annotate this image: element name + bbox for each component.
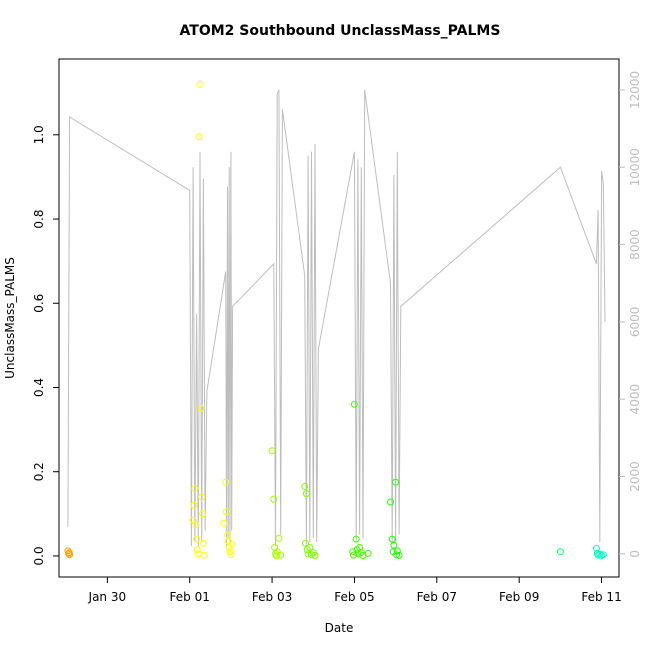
- data-point: [270, 495, 278, 503]
- data-point: [220, 519, 228, 527]
- data-point: [275, 534, 283, 542]
- data-point: [199, 539, 207, 547]
- data-point: [196, 80, 204, 88]
- chart-title: ATOM2 Southbound UnclassMass_PALMS: [180, 23, 501, 39]
- data-point: [66, 551, 74, 559]
- data-point: [392, 478, 400, 486]
- right-tick-label: 12000: [628, 71, 642, 109]
- point-layer: [64, 80, 607, 560]
- data-point: [364, 549, 372, 557]
- x-tick-label: Jan 30: [88, 590, 127, 604]
- data-point: [199, 510, 207, 518]
- data-point: [311, 552, 319, 559]
- right-tick-label: 4000: [628, 384, 642, 415]
- altitude-line: [67, 89, 606, 547]
- y-tick-label: 0.2: [32, 462, 46, 481]
- data-point: [393, 547, 401, 555]
- data-point: [190, 501, 198, 509]
- y-tick-label: 1.0: [32, 125, 46, 144]
- plot-frame: [58, 58, 620, 578]
- data-point: [193, 535, 201, 543]
- data-point: [268, 447, 276, 455]
- x-tick-label: Feb 01: [170, 590, 210, 604]
- y-tick-label: 0.0: [32, 546, 46, 565]
- right-tick-label: 6000: [628, 307, 642, 338]
- right-tick-label: 2000: [628, 461, 642, 492]
- data-point: [395, 552, 403, 559]
- right-tick-label: 0: [628, 550, 642, 558]
- data-point: [308, 551, 315, 559]
- y-tick-label: 0.4: [32, 378, 46, 397]
- data-point: [599, 551, 607, 559]
- data-point: [64, 547, 72, 555]
- data-point: [596, 550, 604, 558]
- x-tick-label: Feb 09: [499, 590, 539, 604]
- x-axis-label: Date: [325, 621, 354, 635]
- data-point: [350, 551, 358, 559]
- y-tick-label: 0.8: [32, 209, 46, 228]
- data-point: [200, 551, 208, 559]
- data-point: [193, 546, 201, 554]
- data-point: [197, 405, 205, 412]
- data-point: [198, 493, 206, 501]
- altitude-line-layer: [67, 89, 606, 547]
- data-point: [388, 535, 396, 543]
- data-point: [192, 520, 200, 528]
- data-point: [352, 535, 360, 543]
- x-tick-label: Feb 07: [417, 590, 457, 604]
- data-point: [556, 548, 564, 556]
- right-tick-label: 8000: [628, 229, 642, 260]
- x-tick-label: Feb 05: [334, 590, 374, 604]
- data-point: [277, 551, 285, 559]
- y-axis: 0.0 0.2 0.4 0.6 0.8 1.0: [32, 125, 59, 565]
- data-point: [191, 485, 199, 493]
- x-axis: Jan 30 Feb 01 Feb 03 Feb 05 Feb 07 Feb 09 Feb …: [88, 577, 622, 604]
- data-point: [272, 552, 280, 560]
- data-point: [222, 478, 230, 486]
- data-point: [227, 551, 235, 559]
- y-axis-label: UnclassMass_PALMS: [3, 257, 17, 379]
- data-point: [592, 544, 600, 552]
- data-point: [390, 541, 398, 549]
- data-point: [350, 400, 358, 408]
- data-point: [302, 539, 309, 547]
- data-point: [387, 498, 394, 506]
- right-axis: 0 2000 4000 6000 8000 10000 12000: [619, 71, 642, 558]
- data-point: [228, 540, 236, 548]
- right-tick-label: 10000: [628, 148, 642, 186]
- data-point: [301, 483, 309, 490]
- y-tick-label: 0.6: [32, 294, 46, 313]
- x-tick-label: Feb 03: [252, 590, 292, 604]
- data-point: [194, 550, 202, 558]
- data-point: [195, 133, 203, 141]
- data-point: [304, 550, 312, 558]
- data-point: [302, 490, 310, 498]
- data-point: [226, 548, 234, 556]
- x-tick-label: Feb 11: [581, 590, 621, 604]
- data-point: [306, 544, 314, 551]
- data-point: [223, 508, 231, 516]
